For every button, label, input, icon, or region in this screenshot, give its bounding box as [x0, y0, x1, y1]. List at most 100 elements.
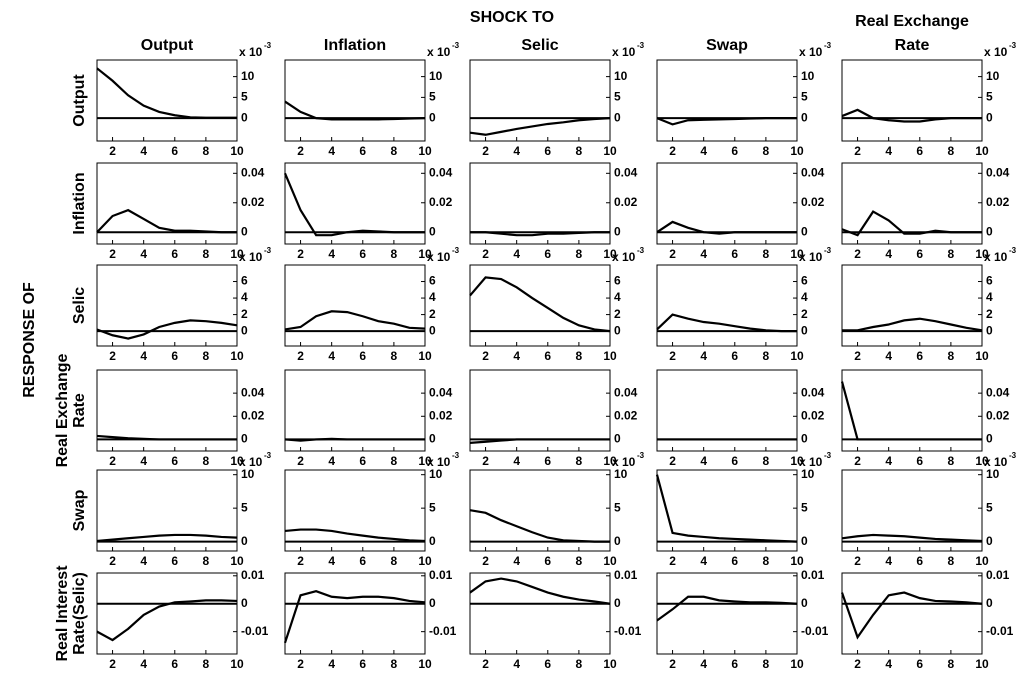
y-tick-label: 0.02: [241, 195, 265, 209]
x-tick-label: 2: [482, 554, 489, 568]
x-tick-label: 8: [203, 144, 210, 158]
response-line: [470, 231, 610, 237]
x-tick-label: 8: [391, 454, 398, 468]
x-tick-label: 8: [948, 144, 955, 158]
x-tick-label: 8: [203, 657, 210, 671]
panel-frame: [284, 59, 426, 142]
panel: 2 4 6 8 10 0 2 4 6 x 10 -3: [469, 246, 645, 363]
y-tick-label: -0.01: [614, 624, 642, 638]
panel: 2 4 6 8 10 0 2 4 6 x 10 -3: [284, 246, 460, 363]
x-tick-label: 10: [790, 554, 804, 568]
x-tick-label: 4: [885, 247, 892, 261]
x-tick-label: 8: [576, 144, 583, 158]
panel: 2 4 6 8 10 0 0.02 0.04: [840, 369, 1010, 468]
response-line: [842, 317, 983, 332]
x-tick-label: 2: [109, 349, 116, 363]
panel: 2 4 6 8 10 0 0.02 0.04: [469, 369, 638, 468]
response-line: [840, 381, 982, 441]
panel: 2 4 6 8 10 0 2 4 6 x 10 -3: [96, 246, 272, 363]
axis-multiplier: x 10: [799, 455, 823, 469]
axis-multiplier: x 10: [799, 250, 823, 264]
x-tick-label: 4: [140, 554, 147, 568]
x-tick-label: 2: [669, 657, 676, 671]
y-tick-label: 6: [614, 274, 621, 288]
y-tick-label: 10: [614, 467, 628, 481]
y-tick-label: 2: [241, 307, 248, 321]
y-tick-label: 0: [614, 224, 621, 238]
y-tick-label: 0.02: [801, 408, 825, 422]
y-tick-label: 5: [429, 90, 436, 104]
y-tick-label: 0: [614, 110, 621, 124]
panel: 2 4 6 8 10 0 0.02 0.04: [96, 369, 265, 468]
panel: 2 4 6 8 10 -0.01 0 0.01: [840, 568, 1014, 671]
x-tick-label: 6: [916, 349, 923, 363]
x-tick-label: 6: [359, 454, 366, 468]
panel-frame: [96, 162, 238, 245]
axis-exponent: -3: [264, 41, 272, 50]
x-tick-label: 2: [297, 657, 304, 671]
x-tick-label: 2: [854, 247, 861, 261]
x-tick-label: 6: [731, 144, 738, 158]
y-tick-label: 0.01: [986, 568, 1010, 582]
axis-exponent: -3: [1009, 246, 1017, 255]
x-tick-label: 10: [230, 554, 244, 568]
panel-frame: [656, 264, 798, 347]
column-title: Selic: [521, 37, 558, 54]
column-title: Real Exchange: [855, 13, 969, 30]
x-tick-label: 8: [763, 657, 770, 671]
y-tick-label: 0: [241, 432, 248, 446]
x-tick-label: 4: [140, 657, 147, 671]
panel: 2 4 6 8 10 0 0.02 0.04: [469, 162, 638, 261]
x-tick-label: 8: [576, 554, 583, 568]
y-tick-label: 0.02: [429, 408, 453, 422]
x-tick-label: 2: [297, 144, 304, 158]
x-tick-label: 8: [391, 349, 398, 363]
y-tick-label: 0.04: [614, 385, 638, 399]
panel-frame: [841, 469, 983, 552]
x-tick-label: 8: [576, 454, 583, 468]
axis-multiplier: x 10: [612, 45, 636, 59]
x-tick-label: 10: [790, 349, 804, 363]
x-tick-label: 6: [544, 554, 551, 568]
axis-multiplier: x 10: [427, 455, 451, 469]
x-tick-label: 8: [391, 247, 398, 261]
x-tick-label: 4: [885, 554, 892, 568]
y-tick-label: 0: [986, 110, 993, 124]
x-tick-label: 2: [669, 554, 676, 568]
x-tick-label: 8: [948, 454, 955, 468]
x-tick-label: 10: [790, 454, 804, 468]
y-tick-label: 0: [614, 534, 621, 548]
x-tick-label: 6: [171, 247, 178, 261]
x-tick-label: 6: [359, 554, 366, 568]
x-tick-label: 8: [948, 657, 955, 671]
y-tick-label: 0: [801, 432, 808, 446]
x-tick-label: 8: [763, 144, 770, 158]
response-line: [655, 474, 798, 543]
response-line: [656, 313, 797, 333]
x-tick-label: 10: [975, 454, 989, 468]
x-tick-label: 6: [731, 454, 738, 468]
x-tick-label: 4: [513, 247, 520, 261]
panel-frame: [284, 572, 426, 655]
panel: 2 4 6 8 10 0 0.02 0.04: [283, 162, 453, 261]
x-tick-label: 4: [513, 454, 520, 468]
x-tick-label: 2: [109, 247, 116, 261]
x-tick-label: 8: [763, 554, 770, 568]
x-tick-label: 4: [328, 144, 335, 158]
y-tick-label: 4: [241, 290, 248, 304]
y-tick-label: 0.02: [241, 408, 265, 422]
axis-multiplier: x 10: [239, 250, 263, 264]
y-tick-label: 0: [241, 596, 248, 610]
y-tick-label: 4: [614, 290, 621, 304]
row-title: Rate(Selic): [71, 572, 88, 655]
response-line: [656, 117, 797, 126]
y-tick-label: 0: [801, 323, 808, 337]
y-tick-label: 0.02: [801, 195, 825, 209]
x-tick-label: 6: [731, 247, 738, 261]
x-tick-label: 2: [669, 247, 676, 261]
y-tick-label: 0: [801, 110, 808, 124]
x-tick-label: 10: [418, 349, 432, 363]
y-tick-label: 0.04: [801, 165, 825, 179]
